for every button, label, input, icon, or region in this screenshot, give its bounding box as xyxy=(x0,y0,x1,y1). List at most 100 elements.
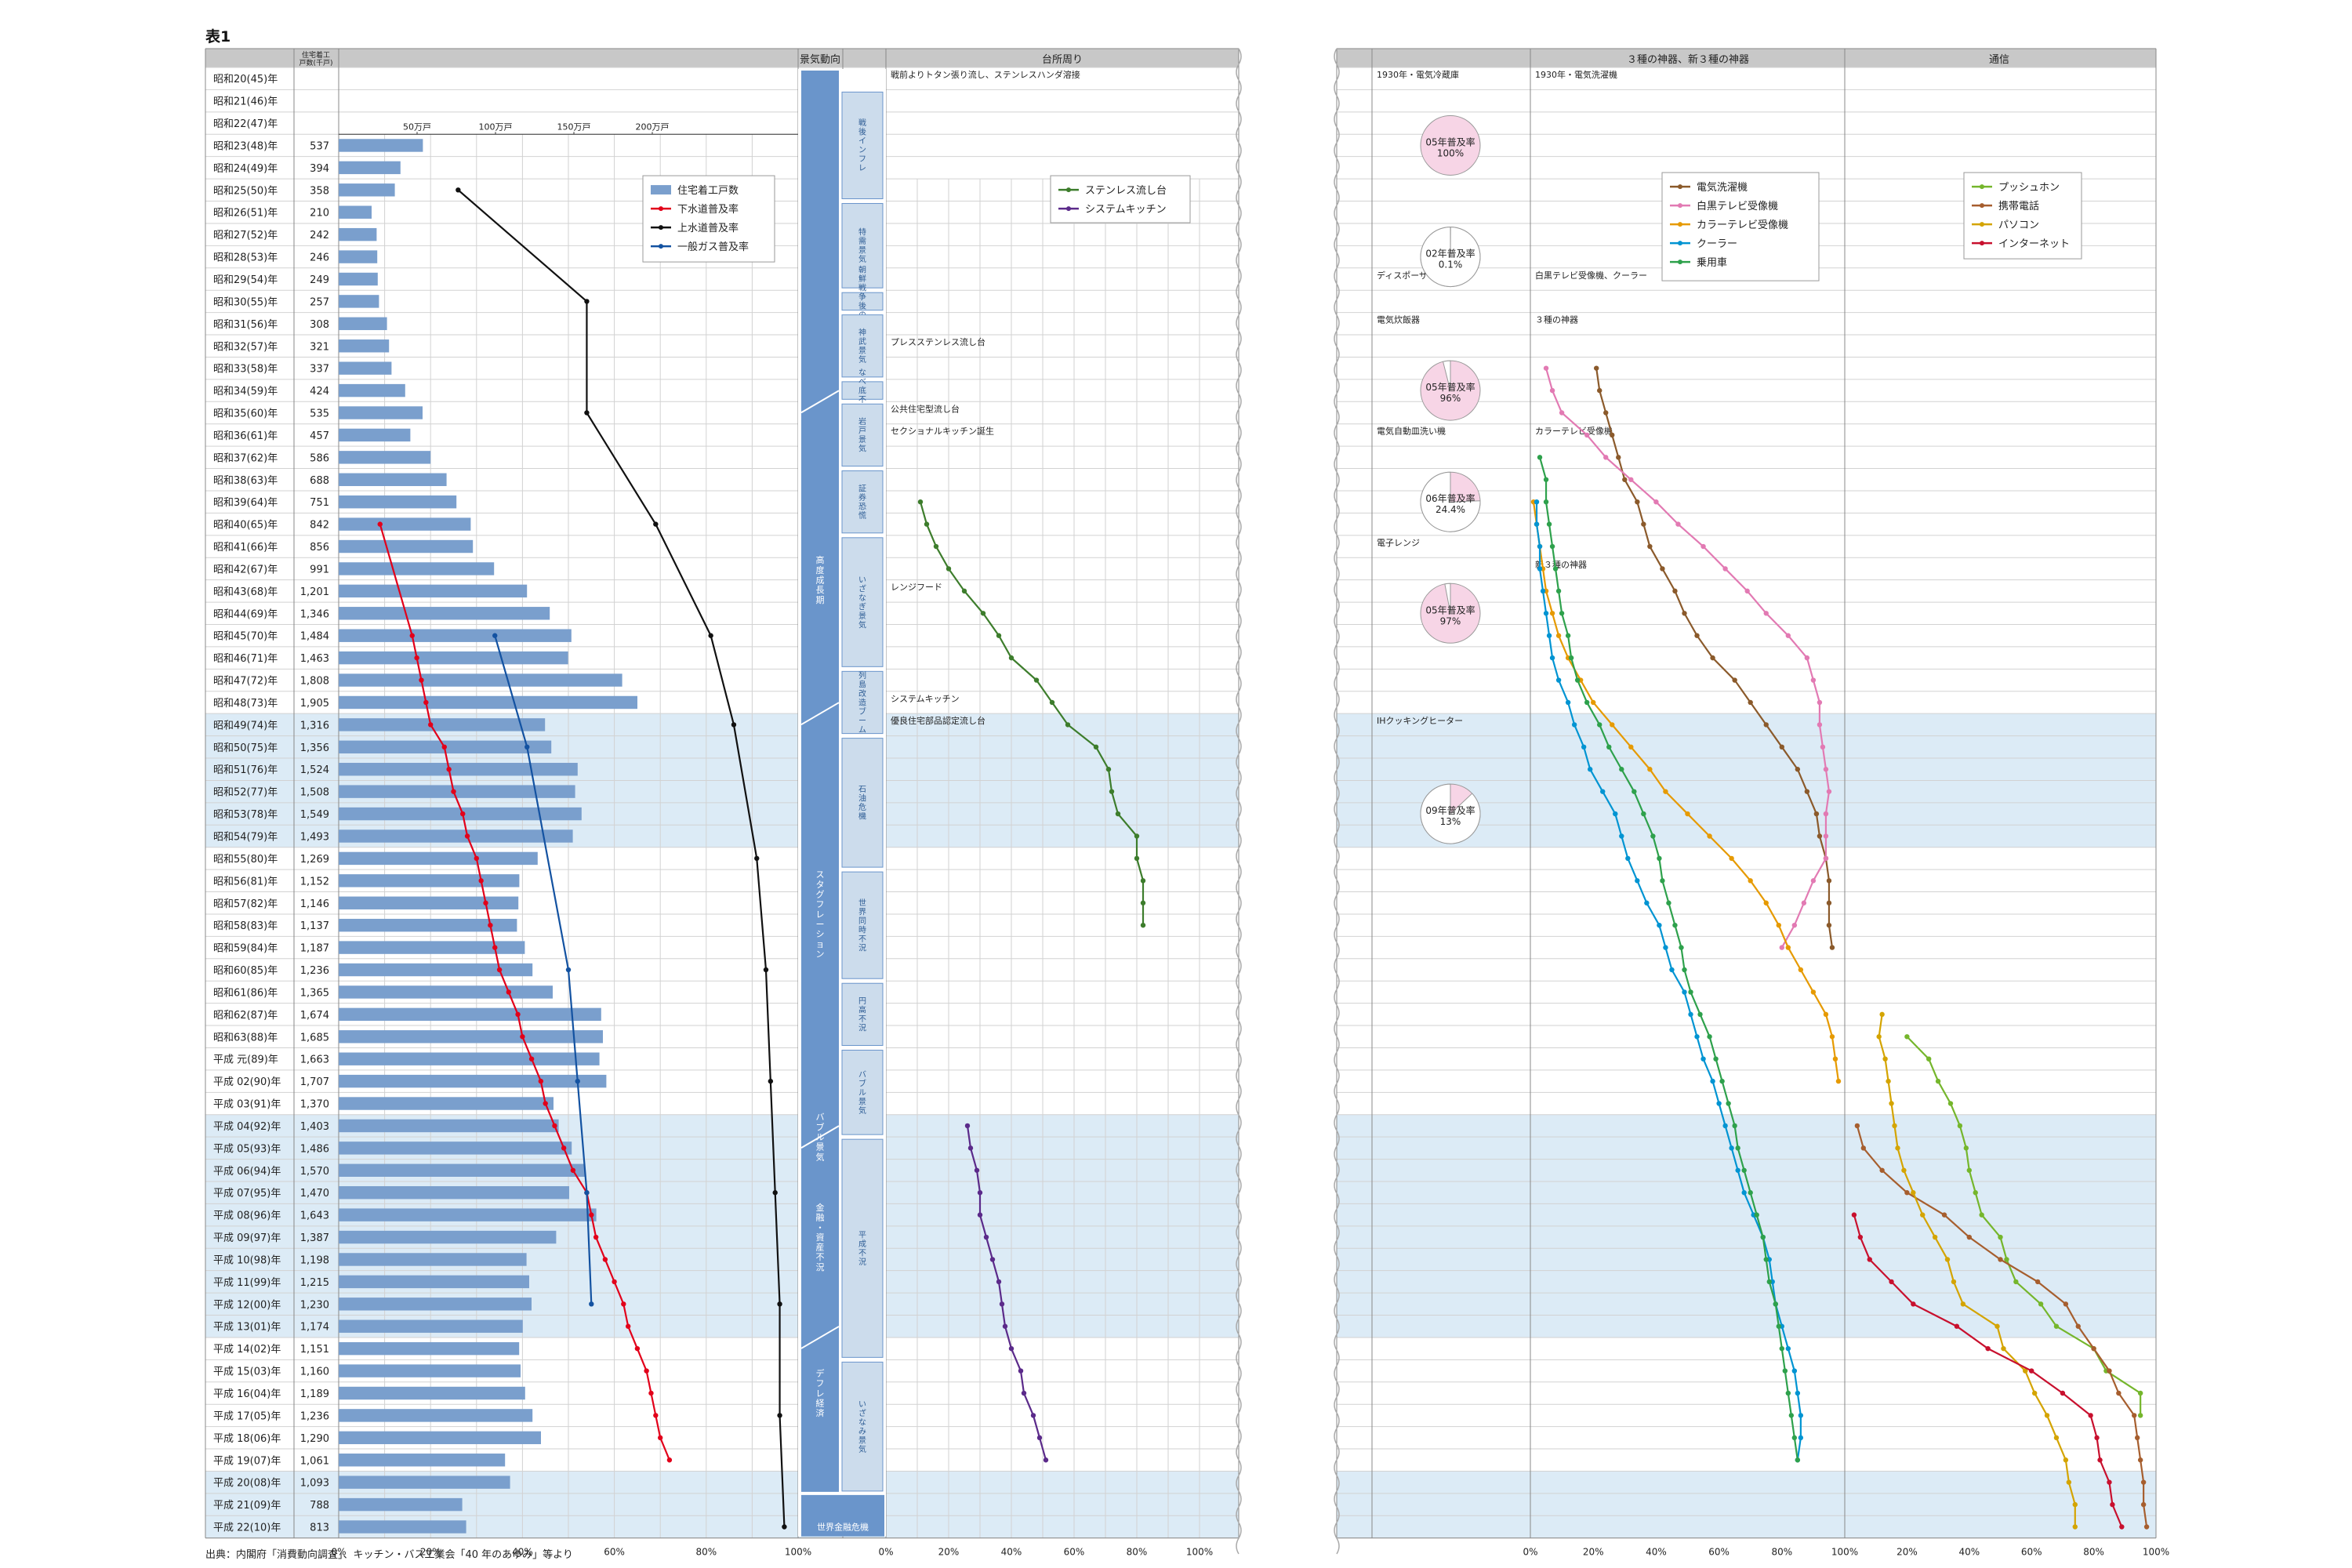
series-marker xyxy=(1641,811,1646,817)
legend-swatch xyxy=(659,206,663,212)
bar xyxy=(339,250,378,263)
year-label: 平成 18(06)年 xyxy=(213,1433,281,1445)
bar xyxy=(339,1186,569,1200)
axis-tick: 100% xyxy=(2143,1547,2169,1558)
appliance-note: 電気炊飯器 xyxy=(1377,314,1420,325)
pie-value: 24.4% xyxy=(1436,504,1465,515)
series-marker xyxy=(1619,833,1624,839)
series-marker xyxy=(377,521,383,527)
recession-band xyxy=(1337,1471,2156,1538)
economy-period-label: ム xyxy=(858,725,866,735)
series-marker xyxy=(946,566,952,572)
starts-value: 1,151 xyxy=(300,1344,329,1356)
kitchen-header: 台所周り xyxy=(1042,54,1083,66)
economy-period-label: ざ xyxy=(858,583,866,593)
series-marker xyxy=(1657,922,1662,928)
bar xyxy=(339,451,431,464)
series-marker xyxy=(2031,1390,2038,1396)
series-marker xyxy=(1748,1190,1753,1196)
series-marker xyxy=(1760,1234,1766,1240)
starts-value: 586 xyxy=(310,452,329,464)
series-marker xyxy=(552,1123,557,1129)
series-marker xyxy=(2107,1368,2112,1374)
year-label: 昭和22(47)年 xyxy=(213,118,278,130)
series-marker xyxy=(1682,989,1687,995)
series-marker xyxy=(1829,1034,1835,1040)
legend-swatch xyxy=(659,225,663,230)
series-marker xyxy=(1804,789,1810,794)
kitchen-note: 戦前よりトタン張り流し、ステンレスハンダ溶接 xyxy=(891,69,1080,80)
series-marker xyxy=(961,588,967,594)
series-marker xyxy=(1954,1323,1960,1329)
series-marker xyxy=(777,1413,782,1418)
starts-value: 537 xyxy=(310,140,329,152)
starts-value: 1,493 xyxy=(300,831,329,843)
year-label: 昭和57(82)年 xyxy=(213,898,278,910)
bar xyxy=(339,584,528,598)
series-marker xyxy=(1947,1101,1954,1106)
series-marker xyxy=(1966,1234,1972,1240)
economy-period-label: 争 xyxy=(858,292,866,302)
series-marker xyxy=(989,1257,996,1262)
bar xyxy=(339,205,372,219)
year-label: 昭和52(77)年 xyxy=(213,787,278,799)
year-label: 平成 元(89)年 xyxy=(213,1054,278,1066)
series-marker xyxy=(777,1301,782,1307)
bar xyxy=(339,874,520,887)
economy-era-label: ブ xyxy=(816,1121,825,1132)
series-marker xyxy=(666,1457,673,1463)
series-marker xyxy=(1791,1435,1798,1441)
series-marker xyxy=(1549,387,1555,394)
economy-period-label: 況 xyxy=(858,1024,866,1033)
economy-period-label: 気 xyxy=(858,254,866,264)
economy-period-box xyxy=(841,91,884,200)
series-marker xyxy=(1763,1257,1769,1262)
starts-value: 1,290 xyxy=(300,1433,329,1445)
economy-era-label: ・ xyxy=(816,1222,825,1232)
series-marker xyxy=(977,1212,983,1218)
series-marker xyxy=(1115,811,1121,817)
series-marker xyxy=(1610,432,1615,438)
economy-period-label: 慌 xyxy=(858,511,866,521)
legend-swatch xyxy=(1980,222,1984,227)
pie-label: 05年普及率 xyxy=(1425,381,1475,393)
series-marker xyxy=(1791,922,1798,928)
legend-label: パソコン xyxy=(1998,220,2039,231)
series-marker xyxy=(1688,1011,1693,1018)
starts-value: 535 xyxy=(310,408,329,420)
series-marker xyxy=(1886,1078,1891,1084)
economy-period-label: 改 xyxy=(858,688,866,699)
economy-period-label: 鮮 xyxy=(858,274,866,284)
legend-label: クーラー xyxy=(1697,238,1737,250)
economy-period-label: 恐 xyxy=(858,502,866,511)
series-marker xyxy=(1911,1190,1916,1196)
economy-era-label: 不 xyxy=(816,1252,825,1262)
year-label: 平成 03(91)年 xyxy=(213,1099,281,1111)
starts-value: 1,707 xyxy=(300,1076,329,1088)
series-marker xyxy=(731,722,737,728)
economy-period-label: 高 xyxy=(858,1005,866,1015)
bar xyxy=(339,1319,523,1333)
series-marker xyxy=(2066,1479,2072,1485)
economy-period-box xyxy=(841,537,884,667)
year-label: 昭和28(53)年 xyxy=(213,252,278,264)
starts-value: 249 xyxy=(310,274,329,286)
year-label: 昭和26(51)年 xyxy=(213,208,278,220)
series-marker xyxy=(1801,900,1807,906)
series-marker xyxy=(1700,543,1706,550)
economy-era-label: ョ xyxy=(816,939,825,949)
series-marker xyxy=(1719,1078,1725,1084)
pie-slice xyxy=(1444,583,1451,614)
economy-period-label: 況 xyxy=(858,1258,866,1267)
year-label: 昭和33(58)年 xyxy=(213,364,278,376)
series-marker xyxy=(1650,833,1656,839)
year-label: 昭和27(52)年 xyxy=(213,230,278,241)
starts-value: 1,549 xyxy=(300,809,329,821)
series-marker xyxy=(1619,767,1624,772)
series-marker xyxy=(1688,989,1693,995)
series-marker xyxy=(983,1234,989,1240)
bar xyxy=(339,383,405,397)
appliance-note: ３種の神器 xyxy=(1535,314,1578,325)
series-marker xyxy=(1823,833,1829,839)
axis-tick: 80% xyxy=(695,1547,717,1558)
